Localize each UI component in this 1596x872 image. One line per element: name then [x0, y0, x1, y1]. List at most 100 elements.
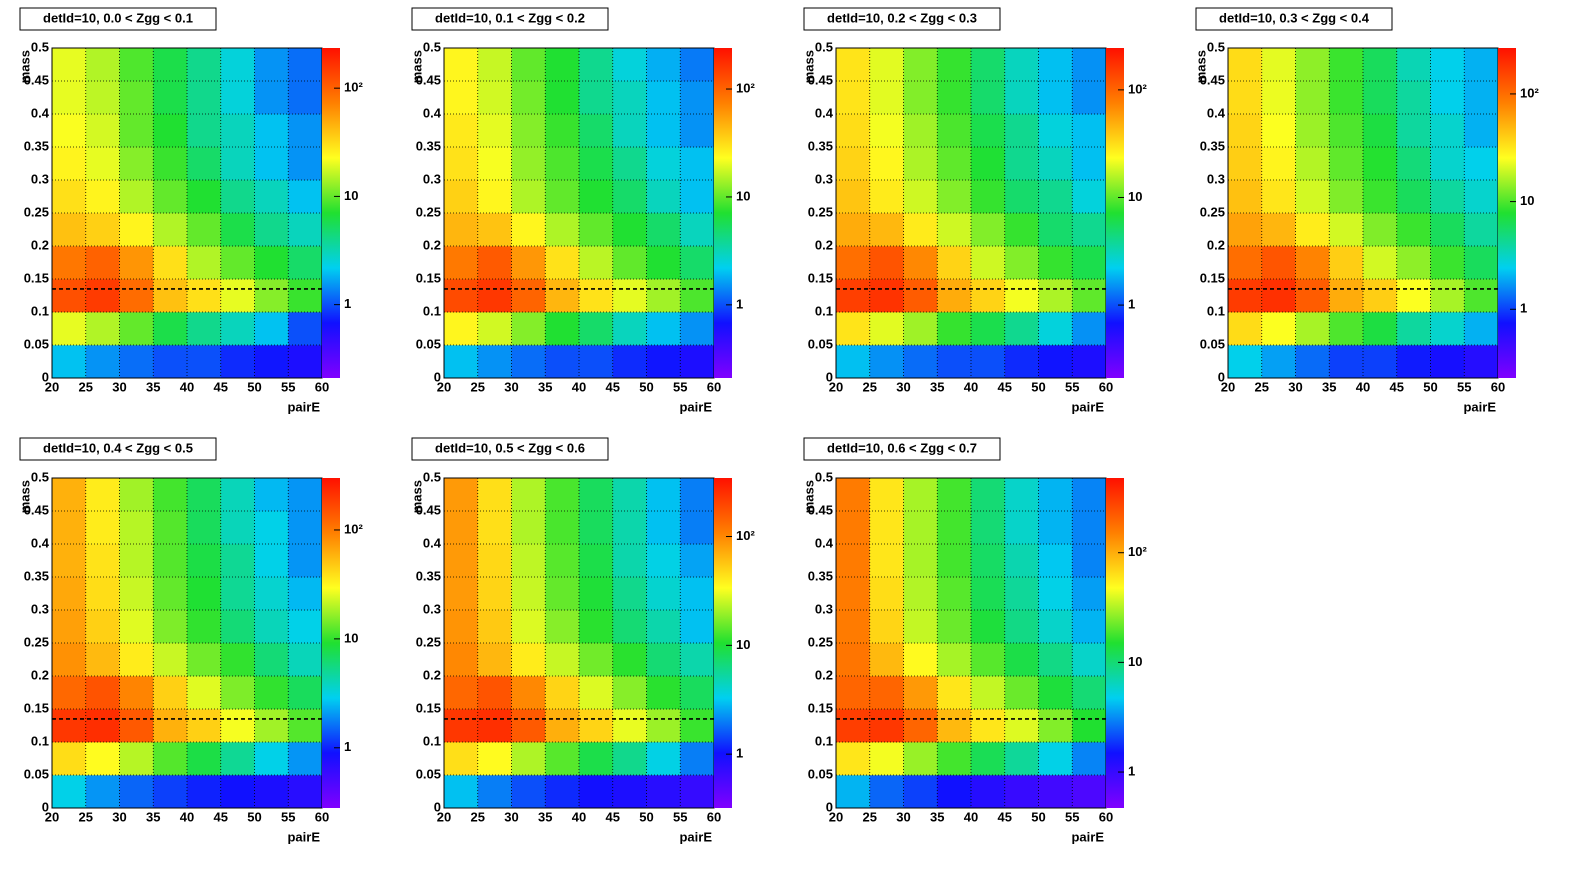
heat-cell — [254, 48, 289, 82]
heat-cell — [119, 213, 154, 247]
y-tick-label: 0.35 — [24, 138, 49, 153]
heat-cell — [680, 81, 715, 115]
heat-cell — [52, 345, 87, 379]
heat-cell — [1004, 147, 1039, 181]
title-box — [19, 7, 217, 31]
heat-cell — [52, 147, 87, 181]
heat-cell — [1396, 48, 1431, 82]
heat-cell — [1464, 279, 1499, 313]
heat-cell — [579, 48, 614, 82]
x-tick-label: 30 — [504, 809, 518, 824]
panel-title: detId=10, 0.1 < Zgg < 0.2 — [435, 10, 585, 25]
heat-cell — [836, 312, 871, 346]
y-tick-label: 0.4 — [1207, 105, 1226, 120]
heat-cell — [220, 246, 255, 280]
heat-cell — [477, 511, 512, 545]
heat-cell — [836, 643, 871, 677]
z-tick-label: 10² — [344, 80, 363, 95]
heat-cell — [971, 610, 1006, 644]
heat-cell — [220, 676, 255, 710]
heat-cell — [646, 577, 681, 611]
heat-cell — [444, 511, 479, 545]
heat-cell — [1430, 81, 1465, 115]
y-tick-label: 0.45 — [808, 72, 833, 87]
heat-cell — [119, 709, 154, 743]
heat-cell — [579, 345, 614, 379]
heat-cell — [220, 345, 255, 379]
heat-cell — [444, 345, 479, 379]
heat-cell — [153, 478, 188, 512]
heat-cell — [1430, 48, 1465, 82]
y-axis-label: mass — [1193, 50, 1208, 83]
heat-cell — [937, 345, 972, 379]
heat-cell — [545, 742, 580, 776]
heat-cell — [937, 643, 972, 677]
heat-cell — [477, 775, 512, 809]
heat-cell — [1004, 577, 1039, 611]
heat-cell — [1363, 213, 1398, 247]
heat-cell — [187, 742, 222, 776]
heat-cell — [869, 312, 904, 346]
heat-cell — [579, 246, 614, 280]
heat-cell — [254, 511, 289, 545]
heat-cell — [288, 511, 323, 545]
y-tick-label: 0.1 — [31, 733, 49, 748]
heat-cell — [646, 544, 681, 578]
x-tick-label: 20 — [437, 379, 451, 394]
y-tick-label: 0.05 — [808, 766, 833, 781]
y-tick-label: 0.4 — [815, 105, 834, 120]
heat-cell — [1038, 610, 1073, 644]
z-tick-label: 1 — [344, 739, 351, 754]
heat-cell — [187, 577, 222, 611]
heat-cell — [1295, 180, 1330, 214]
y-tick-label: 0.15 — [808, 700, 833, 715]
heat-cell — [545, 478, 580, 512]
heat-cell — [937, 279, 972, 313]
y-tick-label: 0.25 — [808, 204, 833, 219]
heat-cell — [85, 213, 120, 247]
x-tick-label: 40 — [572, 379, 586, 394]
heat-cell — [545, 676, 580, 710]
heat-cell — [836, 345, 871, 379]
y-tick-label: 0 — [42, 799, 49, 814]
heat-cell — [119, 577, 154, 611]
heat-cell — [52, 48, 87, 82]
heat-cell — [85, 511, 120, 545]
y-tick-label: 0.3 — [423, 171, 441, 186]
heat-cell — [119, 345, 154, 379]
heat-cell — [52, 577, 87, 611]
heat-cell — [288, 312, 323, 346]
heat-cell — [119, 643, 154, 677]
heat-cell — [579, 147, 614, 181]
x-tick-label: 25 — [79, 809, 93, 824]
heat-cell — [1329, 279, 1364, 313]
heat-cell — [1004, 643, 1039, 677]
y-axis-label: mass — [801, 50, 816, 83]
y-tick-label: 0.5 — [815, 469, 833, 484]
heat-cell — [119, 246, 154, 280]
y-tick-label: 0.15 — [24, 700, 49, 715]
heat-cell — [1038, 775, 1073, 809]
heat-cell — [646, 775, 681, 809]
x-tick-label: 35 — [146, 809, 160, 824]
heat-cell — [1004, 742, 1039, 776]
heat-cell — [1329, 114, 1364, 148]
heat-cell — [612, 676, 647, 710]
heat-cell — [836, 709, 871, 743]
heat-cell — [1464, 312, 1499, 346]
y-tick-label: 0.35 — [808, 138, 833, 153]
heat-cell — [545, 213, 580, 247]
x-tick-label: 45 — [998, 379, 1012, 394]
y-tick-label: 0.4 — [423, 535, 442, 550]
x-tick-label: 45 — [606, 809, 620, 824]
heat-cell — [444, 48, 479, 82]
heat-cell — [1072, 180, 1107, 214]
heat-cell — [119, 147, 154, 181]
heat-cell — [579, 775, 614, 809]
heat-cell — [288, 742, 323, 776]
heat-cell — [903, 81, 938, 115]
y-tick-label: 0.35 — [1200, 138, 1225, 153]
heat-cell — [1261, 81, 1296, 115]
heat-cell — [511, 213, 546, 247]
heat-cell — [444, 147, 479, 181]
